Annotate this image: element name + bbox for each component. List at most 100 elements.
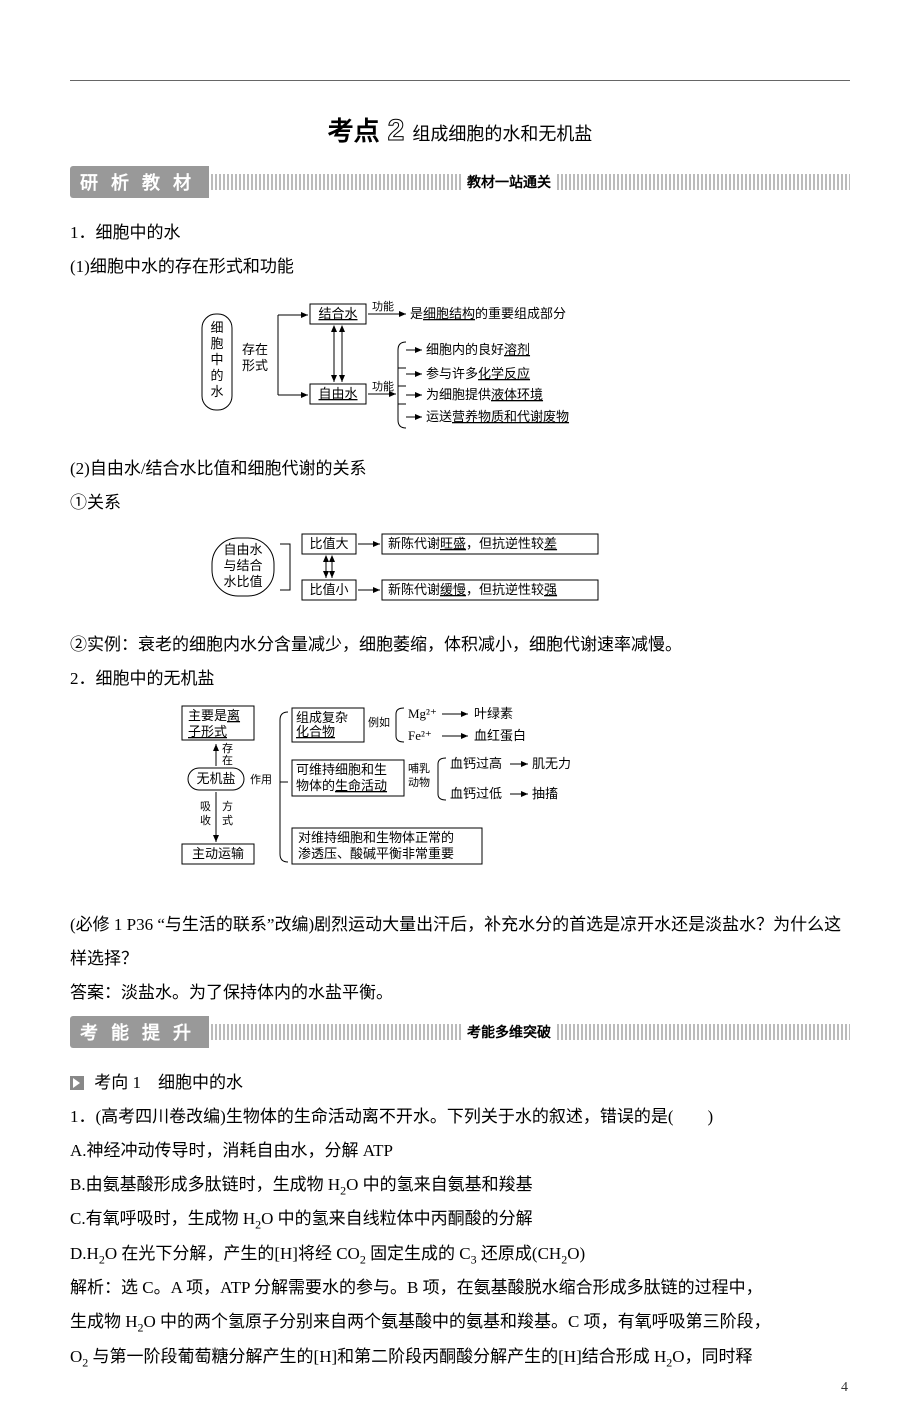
svg-text:化合物: 化合物: [296, 724, 335, 739]
svg-text:存: 存: [222, 741, 233, 755]
t: O，同时释: [672, 1347, 752, 1366]
t: O 在光下分解，产生的[H]将经 CO: [105, 1244, 360, 1263]
section-stripe: [557, 1024, 850, 1040]
svg-text:结合水: 结合水: [318, 306, 357, 321]
t: D.H: [70, 1244, 99, 1263]
q1-option-B: B.由氨基酸形成多肽链时，生成物 H2O 中的氢来自氨基和羧基: [70, 1168, 850, 1202]
svg-text:新陈代谢旺盛，但抗逆性较差: 新陈代谢旺盛，但抗逆性较差: [388, 536, 557, 551]
svg-text:无机盐: 无机盐: [196, 771, 235, 786]
svg-text:运送营养物质和代谢废物: 运送营养物质和代谢废物: [426, 409, 569, 424]
diagram-inorganic-salt: 主要是离 子形式 无机盐 存 在 吸 收 方 式 主动运输 作用: [70, 704, 850, 886]
svg-text:式: 式: [222, 814, 233, 827]
explain-line1: 解析：选 C。A 项，ATP 分解需要水的参与。B 项，在氨基酸脱水缩合形成多肽…: [70, 1271, 850, 1305]
section-label-ability: 考 能 提 升: [70, 1016, 209, 1048]
svg-text:例如: 例如: [368, 715, 390, 729]
svg-text:细: 细: [210, 320, 223, 335]
link-question: (必修 1 P36 “与生活的联系”改编)剧烈运动大量出汗后，补充水分的首选是凉…: [70, 908, 850, 976]
svg-text:比值大: 比值大: [309, 536, 348, 551]
svg-text:血红蛋白: 血红蛋白: [474, 728, 526, 743]
t: O 中的氢来自氨基和羧基: [346, 1175, 533, 1194]
svg-text:Fe²⁺: Fe²⁺: [408, 728, 432, 743]
svg-text:在: 在: [222, 754, 233, 767]
svg-text:的: 的: [210, 368, 223, 383]
svg-text:组成复杂: 组成复杂: [296, 710, 348, 725]
link-answer: 答案：淡盐水。为了保持体内的水盐平衡。: [70, 976, 850, 1010]
text-example: ②实例：衰老的细胞内水分含量减少，细胞萎缩，体积减小，细胞代谢速率减慢。: [70, 628, 850, 662]
t: O): [567, 1244, 585, 1263]
t: 还原成(CH: [477, 1244, 562, 1263]
section-bar-ability: 考 能 提 升 考能多维突破: [70, 1016, 850, 1048]
svg-text:自由水: 自由水: [318, 386, 357, 401]
section-sub-ability: 考能多维突破: [467, 1022, 551, 1042]
content-body: 1．细胞中的水 (1)细胞中水的存在形式和功能 细 胞 中 的: [70, 216, 850, 1010]
t: 与第一阶段葡萄糖分解产生的[H]和第二阶段丙酮酸分解产生的[H]结合形成 H: [88, 1347, 666, 1366]
heading-2: 2．细胞中的无机盐: [70, 662, 850, 696]
section-stripe: [211, 1024, 461, 1040]
svg-text:收: 收: [200, 813, 211, 827]
svg-text:抽搐: 抽搐: [532, 786, 558, 801]
svg-text:参与许多化学反应: 参与许多化学反应: [426, 366, 530, 381]
svg-text:水比值: 水比值: [223, 574, 262, 589]
t: B.由氨基酸形成多肽链时，生成物 H: [70, 1175, 340, 1194]
svg-text:血钙过低: 血钙过低: [450, 786, 502, 801]
title-number: 2: [384, 114, 409, 147]
svg-text:为细胞提供液体环境: 为细胞提供液体环境: [426, 387, 543, 402]
explain-line3: O2 与第一阶段葡萄糖分解产生的[H]和第二阶段丙酮酸分解产生的[H]结合形成 …: [70, 1340, 850, 1374]
svg-text:作用: 作用: [250, 773, 272, 786]
t: O 中的两个氢原子分别来自两个氨基酸中的氨基和羧基。C 项，有氧呼吸第三阶段，: [144, 1312, 771, 1331]
svg-text:物体的生命活动: 物体的生命活动: [296, 778, 387, 793]
page-number: 4: [841, 1380, 848, 1396]
section-label-study: 研 析 教 材: [70, 166, 209, 198]
svg-text:哺乳: 哺乳: [408, 762, 430, 775]
svg-text:形式: 形式: [242, 358, 268, 373]
svg-text:肌无力: 肌无力: [532, 756, 571, 771]
t: O: [70, 1347, 82, 1366]
kaoxiang-label: 考向 1 细胞中的水: [94, 1073, 243, 1092]
svg-text:血钙过高: 血钙过高: [450, 756, 502, 771]
diagram-water-ratio: 自由水 与结合 水比值 比值大 新陈代谢旺盛，但抗逆性较差 比值小 新陈代谢缓慢…: [70, 528, 850, 620]
svg-text:叶绿素: 叶绿素: [474, 706, 513, 721]
title-pre: 考点: [328, 117, 380, 146]
svg-text:存在: 存在: [242, 342, 268, 357]
svg-text:胞: 胞: [210, 336, 223, 351]
svg-text:是细胞结构的重要组成部分: 是细胞结构的重要组成部分: [410, 306, 566, 321]
t: 固定生成的 C: [366, 1244, 471, 1263]
t: 生成物 H: [70, 1312, 138, 1331]
svg-text:主要是离: 主要是离: [188, 708, 240, 723]
diagram-water-forms: 细 胞 中 的 水 存在 形式 结合水 自由水: [70, 292, 850, 444]
section-sub-study: 教材一站通关: [467, 172, 551, 192]
svg-text:动物: 动物: [408, 775, 430, 789]
t: C.有氧呼吸时，生成物 H: [70, 1209, 255, 1228]
svg-text:Mg²⁺: Mg²⁺: [408, 706, 437, 721]
t: O 中的氢来自线粒体中丙酮酸的分解: [261, 1209, 533, 1228]
section-stripe: [211, 174, 461, 190]
content-body-2: 考向 1 细胞中的水 1．(高考四川卷改编)生物体的生命活动离不开水。下列关于水…: [70, 1066, 850, 1374]
heading-1: 1．细胞中的水: [70, 216, 850, 250]
q1-option-D: D.H2O 在光下分解，产生的[H]将经 CO2 固定生成的 C3 还原成(CH…: [70, 1237, 850, 1271]
svg-text:方: 方: [222, 799, 233, 813]
arrow-icon: [70, 1076, 84, 1090]
explain-line2: 生成物 H2O 中的两个氢原子分别来自两个氨基酸中的氨基和羧基。C 项，有氧呼吸…: [70, 1305, 850, 1339]
section-stripe: [557, 174, 850, 190]
svg-text:功能: 功能: [372, 299, 394, 313]
page-title: 考点 2 组成细胞的水和无机盐: [70, 111, 850, 148]
title-tail: 组成细胞的水和无机盐: [412, 124, 592, 144]
svg-text:子形式: 子形式: [188, 724, 227, 739]
svg-text:吸: 吸: [200, 801, 211, 813]
svg-text:中: 中: [210, 352, 223, 367]
section-bar-study: 研 析 教 材 教材一站通关: [70, 166, 850, 198]
svg-text:新陈代谢缓慢，但抗逆性较强: 新陈代谢缓慢，但抗逆性较强: [388, 582, 557, 597]
svg-text:与结合: 与结合: [223, 558, 262, 573]
heading-1-2-1: ①关系: [70, 486, 850, 520]
svg-text:主动运输: 主动运输: [192, 846, 244, 861]
svg-text:对维持细胞和生物体正常的: 对维持细胞和生物体正常的: [298, 830, 454, 845]
top-rule: [70, 80, 850, 81]
kaoxiang-heading: 考向 1 细胞中的水: [70, 1066, 850, 1100]
svg-text:比值小: 比值小: [309, 582, 348, 597]
svg-text:自由水: 自由水: [223, 542, 262, 557]
svg-text:细胞内的良好溶剂: 细胞内的良好溶剂: [426, 342, 530, 357]
svg-text:可维持细胞和生: 可维持细胞和生: [296, 762, 387, 777]
q1-option-C: C.有氧呼吸时，生成物 H2O 中的氢来自线粒体中丙酮酸的分解: [70, 1202, 850, 1236]
svg-text:渗透压、酸碱平衡非常重要: 渗透压、酸碱平衡非常重要: [298, 846, 454, 861]
heading-1-1: (1)细胞中水的存在形式和功能: [70, 250, 850, 284]
